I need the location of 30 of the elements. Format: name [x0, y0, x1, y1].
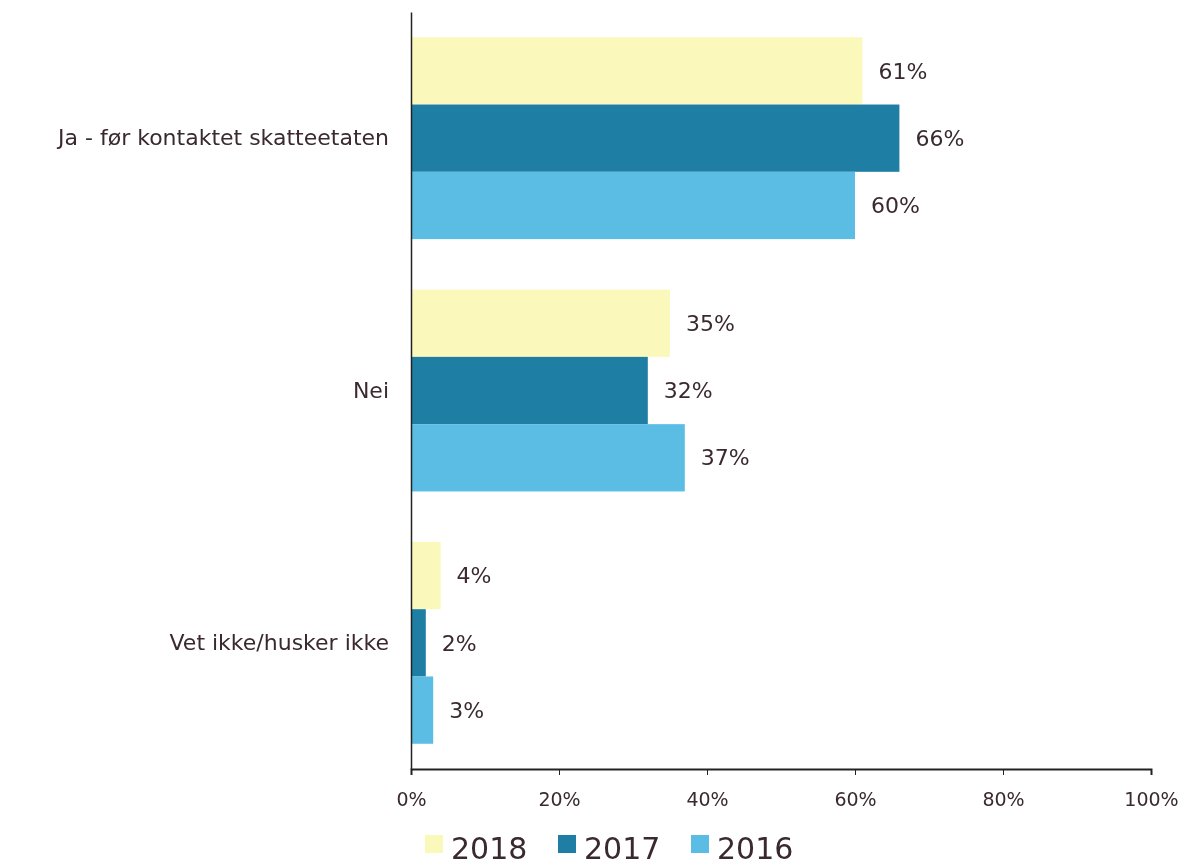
data-label: 32% — [663, 378, 713, 404]
data-label: 35% — [686, 310, 735, 336]
legend-label: 2017 — [584, 831, 661, 866]
x-tick-label: 0% — [396, 788, 427, 811]
data-label: 66% — [915, 125, 965, 151]
bar — [411, 104, 900, 172]
data-label: 4% — [456, 563, 492, 589]
bar — [411, 676, 434, 744]
data-label: 60% — [871, 193, 920, 219]
x-tick-label: 40% — [686, 788, 729, 811]
bar — [411, 356, 648, 425]
bar — [411, 609, 426, 677]
legend-label: 2018 — [451, 831, 528, 866]
bar — [411, 424, 685, 492]
bar — [411, 541, 441, 610]
data-label: 3% — [449, 697, 485, 723]
bar — [411, 171, 855, 240]
x-tick-label: 80% — [982, 788, 1025, 811]
data-label: 37% — [700, 445, 750, 471]
bar — [411, 289, 670, 357]
y-tick-label: Nei — [352, 377, 389, 403]
bar — [411, 37, 863, 105]
x-tick-label: 20% — [538, 788, 581, 811]
data-label: 2% — [441, 630, 477, 656]
x-tick-label: 100% — [1124, 788, 1179, 811]
legend-label: 2016 — [717, 831, 794, 866]
y-tick-label: Vet ikke/husker ikke — [169, 629, 389, 655]
y-tick-label: Ja - før kontaktet skatteetaten — [56, 125, 389, 151]
x-tick-label: 60% — [834, 788, 877, 811]
data-label: 61% — [878, 58, 928, 84]
